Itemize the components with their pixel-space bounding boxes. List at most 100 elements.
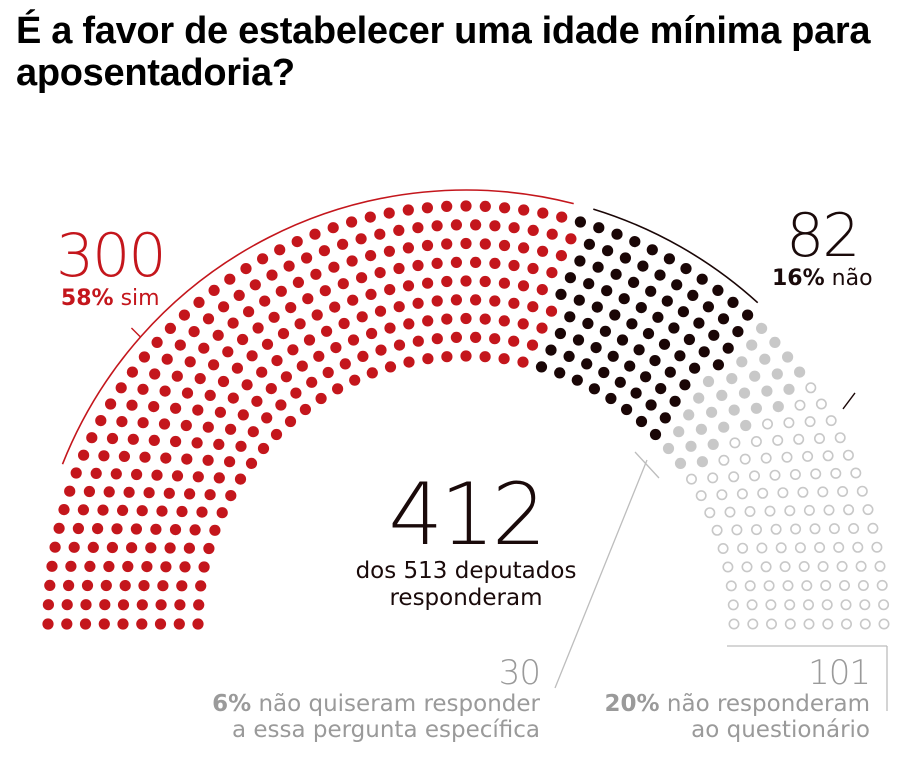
- seat-sim: [422, 277, 434, 289]
- seat-sim: [99, 599, 111, 611]
- seat-sim: [252, 322, 264, 334]
- seat-sim: [366, 327, 378, 340]
- seat-sim: [160, 561, 172, 573]
- seat-nao-responderam: [840, 618, 852, 630]
- nao-responderam-text: não responderam: [666, 691, 870, 717]
- seat-nao-responderam: [815, 398, 827, 410]
- seat-nao-responderam: [871, 541, 883, 553]
- seat-sim: [313, 350, 325, 362]
- seat-sim: [526, 339, 539, 351]
- seat-sim: [470, 256, 482, 268]
- seat-nao: [677, 306, 690, 318]
- seat-nao: [659, 412, 671, 424]
- seat-nao: [616, 334, 629, 346]
- seat-nao-responderam: [867, 522, 879, 534]
- seat-nao: [601, 285, 613, 297]
- seat-sim: [346, 216, 358, 228]
- seat-sim: [518, 242, 530, 254]
- seat-sim: [280, 371, 292, 383]
- seat-sim: [364, 211, 376, 223]
- seat-sim: [508, 259, 520, 272]
- seat-sim: [441, 275, 453, 288]
- seat-sim: [498, 277, 510, 289]
- seat-sim: [193, 296, 205, 308]
- seat-nao-quiseram: [750, 402, 763, 414]
- seat-nao-responderam: [782, 580, 794, 592]
- seat-nao: [640, 371, 652, 383]
- nao-quiseram-line2: a essa pergunta específica: [231, 717, 540, 743]
- seat-nao: [583, 238, 596, 250]
- seat-nao-responderam: [798, 560, 810, 572]
- seat-sim: [169, 524, 182, 536]
- seat-sim: [163, 487, 175, 499]
- seat-sim: [42, 618, 54, 630]
- seat-sim: [117, 504, 129, 516]
- seat-nao-responderam: [789, 468, 801, 480]
- seat-sim: [246, 350, 258, 362]
- seat-sim: [184, 356, 196, 368]
- seat-nao: [689, 362, 701, 374]
- seat-sim: [100, 579, 112, 592]
- seat-sim: [489, 220, 501, 232]
- seat-nao-quiseram: [695, 423, 708, 435]
- seat-sim: [450, 256, 462, 268]
- seat-nao-quiseram: [726, 373, 738, 385]
- seat-sim: [393, 339, 406, 351]
- seat-sim: [119, 580, 131, 592]
- seat-nao-responderam: [717, 542, 729, 554]
- seat-nao: [708, 329, 720, 341]
- seat-sim: [402, 204, 414, 216]
- seat-sim: [518, 204, 530, 216]
- seat-nao: [637, 260, 649, 272]
- seat-sim: [213, 472, 225, 484]
- seat-sim: [322, 366, 334, 379]
- seat-sim: [479, 313, 491, 325]
- seat-sim: [151, 469, 163, 481]
- seat-sim: [90, 467, 102, 479]
- seat-nao-responderam: [704, 507, 716, 519]
- seat-nao-responderam: [820, 579, 832, 591]
- sim-caption: 58% sim: [56, 286, 165, 312]
- seat-sim: [224, 456, 236, 468]
- seat-sim: [374, 305, 387, 317]
- seat-nao-responderam: [779, 561, 791, 573]
- seat-sim: [137, 383, 149, 395]
- seat-nao: [564, 311, 576, 323]
- seat-sim: [265, 383, 277, 395]
- seat-sim: [158, 418, 171, 430]
- seat-sim: [431, 295, 443, 307]
- seat-sim: [527, 224, 539, 236]
- seat-nao: [602, 245, 614, 257]
- seat-sim: [116, 416, 128, 428]
- seat-sim: [268, 311, 280, 323]
- seat-sim: [203, 542, 215, 555]
- seat-sim: [78, 449, 90, 461]
- seat-sim: [421, 239, 434, 252]
- seat-sim: [245, 457, 258, 469]
- seat-nao-responderam: [777, 487, 789, 499]
- seat-sim: [150, 523, 162, 535]
- seat-nao: [572, 334, 585, 346]
- seat-nao-quiseram: [746, 339, 758, 351]
- seat-sim: [537, 245, 549, 257]
- seat-nao: [698, 346, 710, 358]
- seat-nao: [588, 383, 601, 395]
- seat-sim: [460, 200, 472, 212]
- seat-sim: [517, 318, 529, 330]
- seat-nao: [633, 344, 645, 356]
- seat-sim: [204, 389, 216, 401]
- seat-sim: [441, 200, 453, 212]
- seat-sim: [450, 331, 462, 343]
- seat-sim: [498, 239, 511, 252]
- seat-nao-responderam: [801, 580, 813, 592]
- seat-sim: [164, 322, 176, 334]
- seat-sim: [257, 253, 269, 265]
- seat-nao: [712, 284, 724, 296]
- seat-sim: [249, 279, 261, 291]
- seat-sim: [347, 334, 360, 346]
- seat-sim: [355, 233, 367, 245]
- seat-nao: [683, 333, 696, 346]
- seat-sim: [189, 524, 201, 536]
- seat-sim: [195, 580, 207, 592]
- seat-sim: [61, 618, 73, 630]
